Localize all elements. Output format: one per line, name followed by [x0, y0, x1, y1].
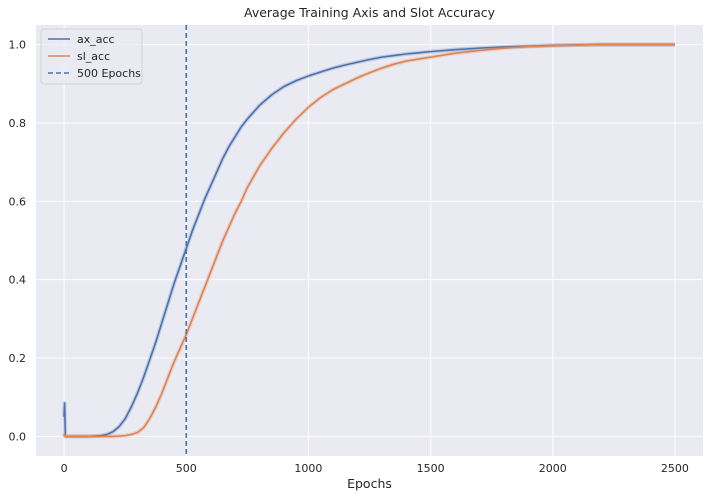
grid-lines	[36, 25, 703, 456]
legend: ax_acc sl_acc 500 Epochs	[40, 28, 143, 85]
legend-label: sl_acc	[77, 50, 110, 63]
x-tick-label: 1000	[294, 462, 322, 475]
x-axis-label: Epochs	[347, 476, 392, 491]
y-tick-label: 1.0	[9, 39, 27, 52]
x-tick-label: 1500	[417, 462, 445, 475]
x-tick-label: 2500	[661, 462, 689, 475]
x-tick-label: 500	[176, 462, 197, 475]
y-tick-labels: 0.0 0.2 0.4 0.6 0.8 1.0	[9, 39, 27, 444]
x-tick-labels: 0 500 1000 1500 2000 2500	[61, 462, 689, 475]
x-tick-label: 0	[61, 462, 68, 475]
x-tick-label: 2000	[539, 462, 567, 475]
series-layer	[62, 42, 675, 439]
y-tick-label: 0.2	[9, 352, 27, 365]
series-line-sl_acc	[63, 43, 675, 438]
y-tick-label: 0.8	[9, 117, 27, 130]
legend-label: 500 Epochs	[77, 67, 141, 80]
chart-title: Average Training Axis and Slot Accuracy	[244, 5, 496, 20]
y-tick-label: 0.6	[9, 195, 27, 208]
plot-area	[36, 25, 703, 456]
legend-label: ax_acc	[77, 33, 115, 46]
y-tick-label: 0.4	[9, 274, 27, 287]
y-tick-label: 0.0	[9, 430, 27, 443]
legend-box	[40, 28, 143, 85]
series-line-ax_acc	[63, 43, 675, 438]
